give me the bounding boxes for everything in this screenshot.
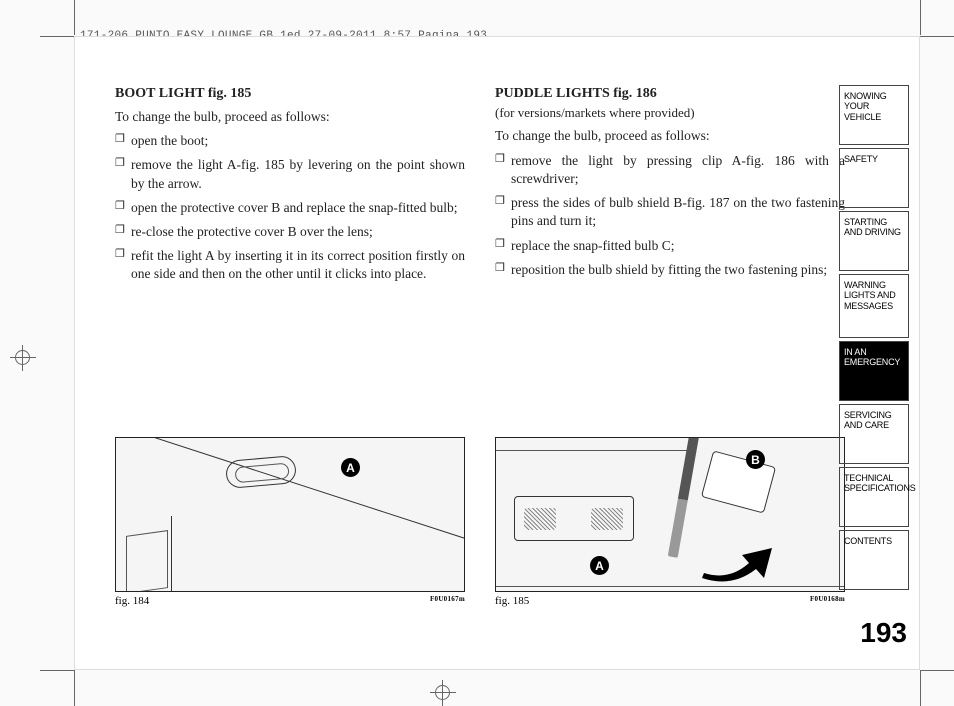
page: BOOT LIGHT fig. 185 To change the bulb, … [74, 36, 920, 670]
right-bullet: reposition the bulb shield by fitting th… [495, 261, 845, 279]
left-column: BOOT LIGHT fig. 185 To change the bulb, … [115, 85, 465, 290]
content-columns: BOOT LIGHT fig. 185 To change the bulb, … [115, 85, 845, 290]
right-heading: PUDDLE LIGHTS fig. 186 [495, 85, 845, 104]
left-bullet: open the protective cover B and replace … [115, 199, 465, 217]
registration-mark-bottom [430, 680, 456, 706]
figure-185-ref: F0U0168m [810, 595, 845, 607]
tab-in-an-emergency[interactable]: IN AN EMERGENCY [839, 341, 909, 401]
page-number: 193 [860, 617, 907, 649]
tab-contents[interactable]: CONTENTS [839, 530, 909, 590]
left-bullet: remove the light A-fig. 185 by levering … [115, 156, 465, 192]
tab-knowing-your-vehicle[interactable]: KNOWING YOUR VEHICLE [839, 85, 909, 145]
tab-servicing-and-care[interactable]: SERVICING AND CARE [839, 404, 909, 464]
callout-b: B [746, 450, 765, 469]
section-tabs: KNOWING YOUR VEHICLE SAFETY STARTING AND… [839, 85, 909, 593]
left-intro: To change the bulb, proceed as follows: [115, 108, 465, 126]
tab-starting-and-driving[interactable]: STARTING AND DRIVING [839, 211, 909, 271]
registration-mark-left [10, 345, 36, 371]
right-bullet: replace the snap-fitted bulb C; [495, 237, 845, 255]
left-bullet: open the boot; [115, 132, 465, 150]
figure-184-caption-row: fig. 184 F0U0167m [115, 595, 465, 607]
right-bullet: remove the light by pressing clip A-fig.… [495, 152, 845, 188]
callout-a: A [341, 458, 360, 477]
left-heading: BOOT LIGHT fig. 185 [115, 85, 465, 104]
right-bullet: press the sides of bulb shield B-fig. 18… [495, 194, 845, 230]
right-intro: To change the bulb, proceed as follows: [495, 127, 845, 145]
right-column: PUDDLE LIGHTS fig. 186 (for versions/mar… [495, 85, 845, 290]
left-bullet: re-close the protective cover B over the… [115, 223, 465, 241]
left-bullet: refit the light A by inserting it in its… [115, 247, 465, 283]
tab-warning-lights[interactable]: WARNING LIGHTS AND MESSAGES [839, 274, 909, 338]
callout-a: A [590, 556, 609, 575]
tab-technical-specifications[interactable]: TECHNICAL SPECIFICATIONS [839, 467, 909, 527]
tab-safety[interactable]: SAFETY [839, 148, 909, 208]
figure-185-caption: fig. 185 [495, 595, 529, 607]
figures-row: A fig. 184 F0U0167m A B [115, 437, 845, 607]
figure-184-caption: fig. 184 [115, 595, 149, 607]
figure-185: A B fig. 185 F0U0168m [495, 437, 845, 607]
figure-184: A fig. 184 F0U0167m [115, 437, 465, 607]
right-subheading: (for versions/markets where provided) [495, 104, 845, 122]
arrow-icon [694, 533, 774, 583]
figure-185-caption-row: fig. 185 F0U0168m [495, 595, 845, 607]
figure-185-image: A B [495, 437, 845, 592]
figure-184-ref: F0U0167m [430, 595, 465, 607]
figure-184-image: A [115, 437, 465, 592]
